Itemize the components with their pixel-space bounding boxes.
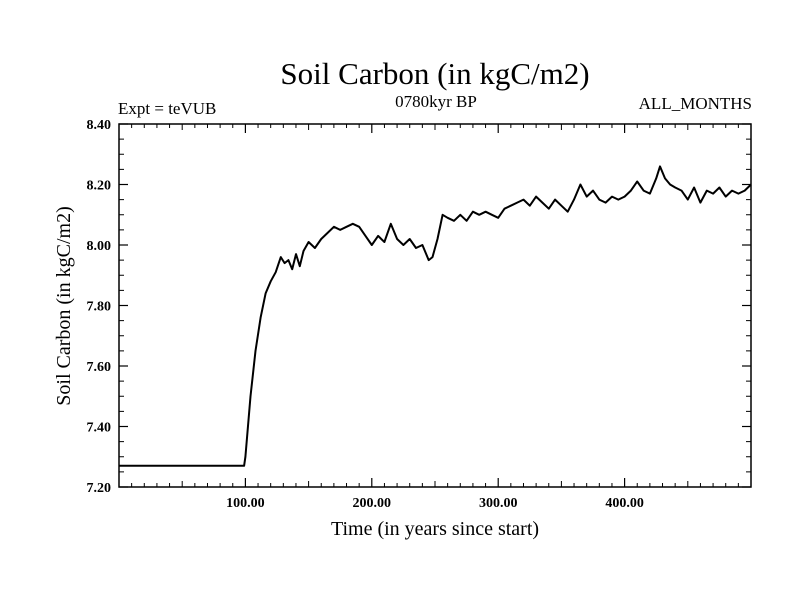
x-tick-label: 300.00 — [479, 496, 518, 511]
y-tick-label: 7.20 — [87, 481, 112, 496]
x-axis-title: Time (in years since start) — [331, 518, 539, 540]
period-label: 0780kyr BP — [395, 92, 477, 111]
x-tick-label: 400.00 — [605, 496, 644, 511]
experiment-label: Expt = teVUB — [118, 99, 216, 118]
x-tick-labels: 100.00 200.00 300.00 400.00 — [226, 496, 644, 511]
y-tick-labels: 7.20 7.40 7.60 7.80 8.00 8.20 8.40 — [87, 118, 112, 496]
x-tick-label: 200.00 — [353, 496, 392, 511]
season-label: ALL_MONTHS — [639, 94, 752, 113]
y-axis-title: Soil Carbon (in kgC/m2) — [53, 206, 75, 405]
y-tick-label: 8.20 — [87, 179, 112, 194]
x-tick-label: 100.00 — [226, 496, 265, 511]
plot-area — [118, 123, 752, 488]
y-tick-label: 7.60 — [87, 360, 112, 375]
y-tick-label: 8.40 — [87, 118, 112, 133]
chart-title: Soil Carbon (in kgC/m2) — [280, 56, 589, 91]
y-tick-label: 7.40 — [87, 421, 112, 436]
data-series-line — [119, 165, 752, 467]
y-tick-label: 7.80 — [87, 300, 112, 315]
y-tick-label: 8.00 — [87, 239, 112, 254]
plot-frame — [118, 123, 752, 488]
